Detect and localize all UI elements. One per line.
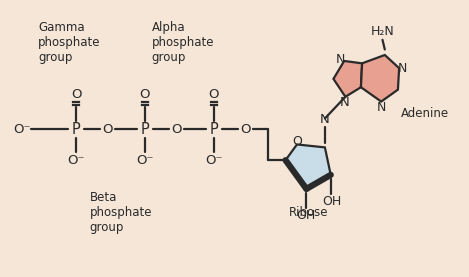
- Text: O: O: [171, 123, 182, 136]
- Text: P: P: [210, 122, 218, 137]
- Text: N: N: [398, 61, 408, 75]
- Text: N: N: [320, 113, 330, 126]
- Text: Gamma
phosphate
group: Gamma phosphate group: [38, 21, 100, 64]
- Text: N: N: [340, 96, 349, 109]
- Text: O: O: [292, 135, 302, 148]
- Polygon shape: [361, 55, 399, 102]
- Text: O⁻: O⁻: [205, 154, 223, 167]
- Text: OH: OH: [296, 209, 315, 222]
- Text: N: N: [336, 53, 345, 66]
- Text: O: O: [71, 88, 81, 101]
- Text: O: O: [102, 123, 113, 136]
- Polygon shape: [286, 145, 331, 189]
- Text: O: O: [240, 123, 250, 136]
- Polygon shape: [333, 61, 362, 97]
- Text: P: P: [141, 122, 149, 137]
- Text: O⁻: O⁻: [67, 154, 85, 167]
- Text: O⁻: O⁻: [136, 154, 154, 167]
- Text: Beta
phosphate
group: Beta phosphate group: [90, 191, 152, 234]
- Text: H₂N: H₂N: [371, 25, 394, 38]
- Text: N: N: [377, 101, 386, 114]
- Text: O: O: [209, 88, 219, 101]
- Text: Adenine: Adenine: [401, 107, 449, 120]
- Text: O⁻: O⁻: [14, 123, 31, 136]
- Text: O: O: [140, 88, 150, 101]
- Text: P: P: [72, 122, 80, 137]
- Text: OH: OH: [322, 195, 341, 208]
- Text: Ribose: Ribose: [289, 206, 329, 219]
- Text: Alpha
phosphate
group: Alpha phosphate group: [152, 21, 214, 64]
